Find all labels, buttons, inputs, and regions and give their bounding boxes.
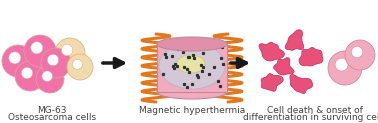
Circle shape [2, 45, 34, 77]
Circle shape [47, 54, 59, 66]
Circle shape [24, 35, 56, 67]
Polygon shape [290, 75, 313, 93]
Ellipse shape [157, 37, 227, 51]
Text: Magnetic hyperthermia: Magnetic hyperthermia [139, 106, 245, 115]
Circle shape [328, 51, 362, 85]
Circle shape [41, 48, 71, 78]
Circle shape [9, 52, 21, 64]
Circle shape [36, 65, 64, 93]
Text: differentiation in surviving cells: differentiation in surviving cells [243, 113, 378, 122]
Circle shape [15, 61, 45, 91]
Polygon shape [285, 30, 304, 50]
Ellipse shape [177, 55, 205, 73]
Polygon shape [274, 58, 294, 75]
Ellipse shape [157, 85, 227, 99]
Polygon shape [299, 47, 323, 66]
Polygon shape [261, 74, 283, 91]
Circle shape [351, 46, 363, 58]
Polygon shape [259, 42, 284, 61]
Text: Osteosarcoma cells: Osteosarcoma cells [8, 113, 96, 122]
Circle shape [42, 71, 53, 82]
Circle shape [31, 42, 43, 54]
Circle shape [55, 38, 85, 68]
Circle shape [61, 44, 73, 56]
FancyBboxPatch shape [157, 44, 227, 92]
Circle shape [345, 40, 375, 70]
Circle shape [73, 59, 82, 69]
Ellipse shape [159, 43, 225, 89]
Circle shape [67, 54, 93, 80]
Text: Cell death & onset of: Cell death & onset of [267, 106, 363, 115]
Text: MG-63: MG-63 [37, 106, 67, 115]
Circle shape [335, 58, 348, 71]
Circle shape [21, 67, 33, 79]
